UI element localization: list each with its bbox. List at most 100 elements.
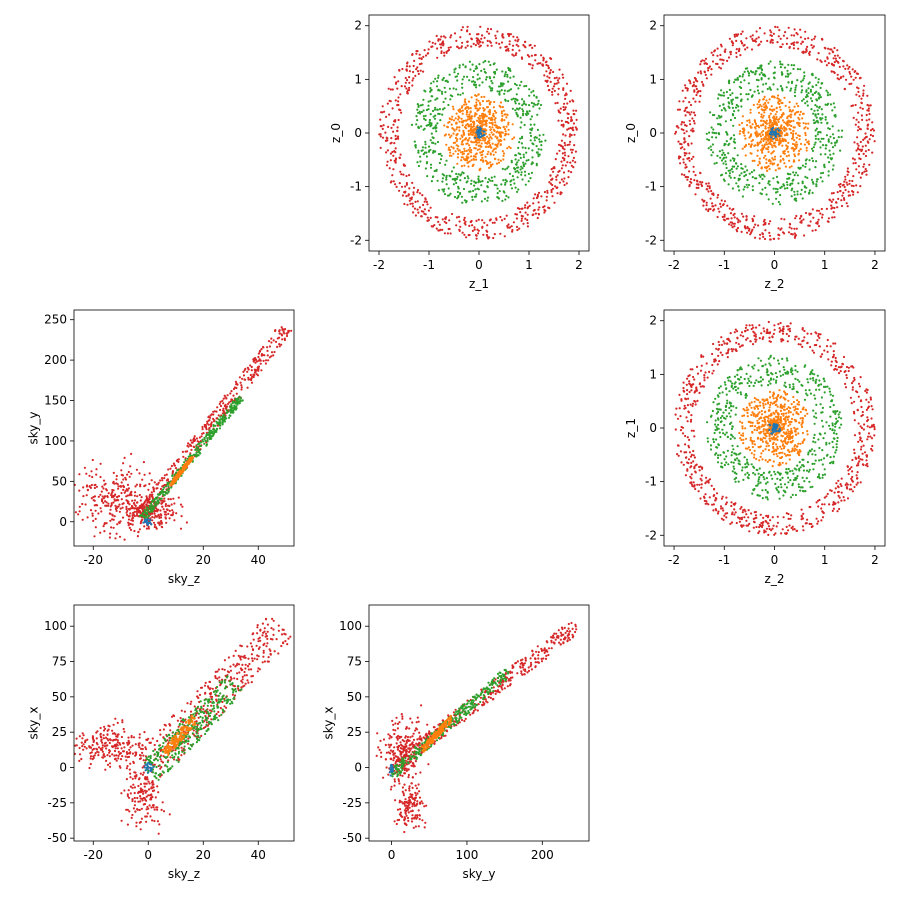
scatter-point: [182, 455, 185, 458]
scatter-point: [800, 42, 803, 45]
scatter-point: [524, 103, 528, 106]
scatter-point: [727, 105, 730, 108]
scatter-point: [413, 140, 416, 143]
scatter-point: [842, 65, 845, 68]
scatter-point: [832, 198, 835, 201]
scatter-point: [721, 149, 724, 152]
scatter-point: [752, 226, 756, 229]
scatter-point: [167, 468, 170, 471]
scatter-point: [548, 207, 551, 210]
scatter-point: [157, 493, 160, 496]
scatter-points: [74, 326, 293, 541]
scatter-point: [439, 43, 442, 46]
scatter-point: [527, 158, 530, 162]
scatter-point: [168, 517, 171, 520]
scatter-point: [466, 106, 469, 109]
scatter-point: [757, 111, 761, 114]
scatter-point: [210, 422, 213, 426]
scatter-point: [222, 397, 225, 400]
scatter-point: [769, 140, 773, 143]
scatter-point: [784, 75, 788, 78]
scatter-point: [380, 111, 383, 114]
scatter-point: [695, 186, 698, 189]
scatter-point: [755, 134, 758, 137]
scatter-point: [783, 152, 786, 155]
scatter-point: [123, 538, 126, 541]
scatter-point: [741, 115, 745, 118]
scatter-point: [441, 108, 445, 111]
scatter-point: [802, 218, 805, 221]
scatter-point: [115, 482, 118, 485]
scatter-point: [742, 127, 745, 130]
scatter-point: [563, 151, 566, 154]
scatter-point: [419, 155, 422, 158]
scatter-point: [864, 132, 867, 135]
scatter-point: [531, 64, 534, 67]
scatter-point: [823, 164, 826, 167]
scatter-point: [725, 90, 729, 94]
scatter-point: [230, 398, 233, 401]
scatter-point: [562, 108, 566, 111]
scatter-point: [763, 120, 766, 123]
scatter-point: [696, 80, 699, 83]
scatter-point: [484, 132, 487, 135]
scatter-point: [109, 519, 112, 522]
scatter-point: [424, 143, 427, 146]
scatter-point: [242, 374, 246, 377]
scatter-point: [742, 73, 745, 76]
scatter-point: [170, 503, 173, 506]
scatter-point: [396, 87, 399, 90]
scatter-point: [503, 75, 506, 78]
scatter-point: [795, 141, 798, 144]
scatter-point: [808, 50, 812, 53]
scatter-point: [764, 143, 767, 146]
scatter-point: [821, 144, 825, 147]
scatter-point: [810, 108, 813, 111]
scatter-point: [738, 75, 741, 78]
scatter-point: [227, 416, 231, 419]
scatter-point: [466, 115, 469, 118]
scatter-point: [715, 132, 718, 135]
scatter-point: [434, 142, 437, 145]
scatter-point: [852, 184, 855, 188]
scatter-point: [550, 189, 553, 192]
scatter-point: [424, 114, 427, 117]
scatter-point: [859, 140, 862, 144]
scatter-point: [440, 50, 443, 53]
scatter-point: [153, 509, 156, 512]
scatter-point: [741, 30, 744, 33]
scatter-point: [821, 113, 824, 116]
scatter-point: [560, 124, 563, 127]
scatter-point: [461, 112, 464, 115]
scatter-point: [405, 68, 408, 71]
scatter-point: [750, 48, 754, 51]
scatter-point: [811, 191, 814, 194]
scatter-point: [162, 508, 165, 511]
scatter-point: [705, 201, 708, 204]
scatter-point: [499, 215, 502, 219]
scatter-point: [520, 142, 524, 145]
scatter-point: [767, 145, 770, 149]
scatter-point: [446, 125, 449, 128]
scatter-point: [698, 100, 701, 103]
scatter-point: [558, 149, 561, 152]
scatter-point: [561, 152, 565, 155]
scatter-point: [403, 164, 407, 167]
scatter-point: [568, 135, 571, 138]
scatter-point: [818, 105, 821, 108]
scatter-point: [505, 214, 508, 217]
scatter-point: [500, 183, 503, 186]
scatter-point: [451, 212, 454, 216]
scatter-point: [837, 197, 840, 200]
scatter-point: [827, 217, 831, 220]
scatter-point: [516, 190, 519, 193]
scatter-point: [571, 159, 575, 162]
scatter-point: [563, 148, 566, 151]
scatter-point: [469, 107, 472, 110]
scatter-point: [525, 84, 528, 88]
scatter-point: [751, 189, 755, 192]
scatter-point: [154, 504, 157, 507]
scatter-point: [561, 164, 564, 167]
scatter-point: [511, 123, 514, 126]
scatter-point: [677, 140, 680, 143]
